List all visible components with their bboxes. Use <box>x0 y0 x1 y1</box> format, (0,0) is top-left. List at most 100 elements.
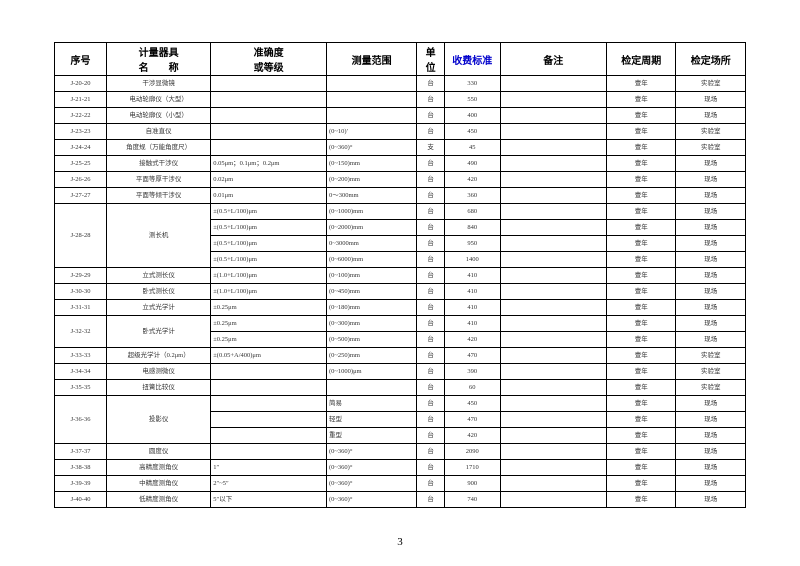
table-cell: J-21-21 <box>55 92 107 108</box>
table-cell: 干涉显微镜 <box>107 76 211 92</box>
table-cell: 台 <box>417 108 445 124</box>
header-cell: 计量器具名 称 <box>107 43 211 76</box>
table-cell: ±(0.5+L/100)μm <box>211 236 327 252</box>
table-cell: J-24-24 <box>55 140 107 156</box>
table-cell: (0~360)° <box>326 492 416 508</box>
table-cell: 740 <box>445 492 501 508</box>
table-cell: 实验室 <box>676 380 746 396</box>
table-cell: 410 <box>445 300 501 316</box>
table-row: J-40-40低精度测角仪5″以下(0~360)°台740壹年现场 <box>55 492 746 508</box>
table-cell: 现场 <box>676 412 746 428</box>
table-cell: 壹年 <box>607 284 676 300</box>
table-cell: (0~1000)mm <box>326 204 416 220</box>
table-cell: 壹年 <box>607 428 676 444</box>
table-cell: 台 <box>417 172 445 188</box>
table-cell <box>211 444 327 460</box>
table-cell: 电感测微仪 <box>107 364 211 380</box>
table-row: J-35-35扭簧比较仪台60壹年实验室 <box>55 380 746 396</box>
table-cell <box>500 284 606 300</box>
table-cell: 壹年 <box>607 348 676 364</box>
table-cell: 台 <box>417 300 445 316</box>
table-cell: J-20-20 <box>55 76 107 92</box>
table-cell: 台 <box>417 124 445 140</box>
table-row: J-28-28测长机±(0.5+L/100)μm(0~1000)mm台680壹年… <box>55 204 746 220</box>
table-cell <box>211 364 327 380</box>
table-cell: 台 <box>417 284 445 300</box>
table-cell: 立式光学计 <box>107 300 211 316</box>
header-cell: 备注 <box>500 43 606 76</box>
table-row: J-25-25接触式干涉仪0.05μm；0.1μm；0.2μm(0~150)mm… <box>55 156 746 172</box>
table-cell <box>500 92 606 108</box>
table-cell <box>500 220 606 236</box>
table-cell: 现场 <box>676 476 746 492</box>
table-cell: (0~180)mm <box>326 300 416 316</box>
table-cell <box>211 108 327 124</box>
header-cell: 准确度或等级 <box>211 43 327 76</box>
table-cell: J-30-30 <box>55 284 107 300</box>
table-cell: 现场 <box>676 92 746 108</box>
table-cell <box>326 76 416 92</box>
table-cell: 壹年 <box>607 412 676 428</box>
table-cell: J-38-38 <box>55 460 107 476</box>
table-cell: (0~150)mm <box>326 156 416 172</box>
table-cell: 电动轮廓仪（大型） <box>107 92 211 108</box>
table-cell: 壹年 <box>607 124 676 140</box>
table-cell <box>500 316 606 332</box>
table-cell: 0.02μm <box>211 172 327 188</box>
table-cell <box>326 108 416 124</box>
table-row: J-23-23自准直仪(0~10)′台450壹年实验室 <box>55 124 746 140</box>
table-row: J-30-30卧式测长仪±(1.0+L/100)μm(0~450)mm台410壹… <box>55 284 746 300</box>
table-cell: ±(1.0+L/100)μm <box>211 284 327 300</box>
calibration-table: 序号计量器具名 称准确度或等级测量范围单位收费标准备注检定周期检定场所 J-20… <box>54 42 746 508</box>
table-cell: 低精度测角仪 <box>107 492 211 508</box>
table-cell: 中精度测角仪 <box>107 476 211 492</box>
table-cell: 现场 <box>676 252 746 268</box>
table-cell: 420 <box>445 172 501 188</box>
table-cell: 实验室 <box>676 140 746 156</box>
table-cell: 现场 <box>676 428 746 444</box>
table-cell: (0~6000)mm <box>326 252 416 268</box>
table-cell: J-35-35 <box>55 380 107 396</box>
table-cell: 壹年 <box>607 252 676 268</box>
table-cell: 圆度仪 <box>107 444 211 460</box>
table-row: J-31-31立式光学计±0.25μm(0~180)mm台410壹年现场 <box>55 300 746 316</box>
table-cell: 壹年 <box>607 460 676 476</box>
table-cell: 950 <box>445 236 501 252</box>
table-cell: 壹年 <box>607 204 676 220</box>
table-cell: ±(1.0+L/100)μm <box>211 268 327 284</box>
table-cell: 台 <box>417 492 445 508</box>
table-cell <box>211 428 327 444</box>
table-cell <box>211 140 327 156</box>
table-cell <box>500 140 606 156</box>
table-cell: J-36-36 <box>55 396 107 444</box>
table-cell: J-40-40 <box>55 492 107 508</box>
table-cell: 接触式干涉仪 <box>107 156 211 172</box>
table-cell <box>500 412 606 428</box>
table-cell: 壹年 <box>607 332 676 348</box>
table-cell: 现场 <box>676 236 746 252</box>
table-row: J-33-33超级光学计（0.2μm）±(0.05+A/400)μm(0~250… <box>55 348 746 364</box>
table-cell <box>500 76 606 92</box>
table-row: J-20-20干涉显微镜台330壹年实验室 <box>55 76 746 92</box>
table-cell: 测长机 <box>107 204 211 268</box>
table-cell: 5″以下 <box>211 492 327 508</box>
table-cell: 台 <box>417 204 445 220</box>
table-cell: 投影仪 <box>107 396 211 444</box>
table-row: J-34-34电感测微仪(0~1000)μm台390壹年实验室 <box>55 364 746 380</box>
table-cell: ±0.25μm <box>211 332 327 348</box>
table-cell <box>211 396 327 412</box>
table-cell: 壹年 <box>607 268 676 284</box>
table-cell: 壹年 <box>607 476 676 492</box>
table-cell <box>500 348 606 364</box>
table-cell: ±(0.5+L/100)μm <box>211 220 327 236</box>
table-cell: 超级光学计（0.2μm） <box>107 348 211 364</box>
table-cell: 壹年 <box>607 380 676 396</box>
header-cell: 测量范围 <box>326 43 416 76</box>
table-cell <box>500 108 606 124</box>
table-cell: 壹年 <box>607 364 676 380</box>
table-cell <box>500 396 606 412</box>
table-cell: 台 <box>417 92 445 108</box>
table-cell: (0~250)mm <box>326 348 416 364</box>
table-cell <box>500 332 606 348</box>
table-cell: 壹年 <box>607 188 676 204</box>
